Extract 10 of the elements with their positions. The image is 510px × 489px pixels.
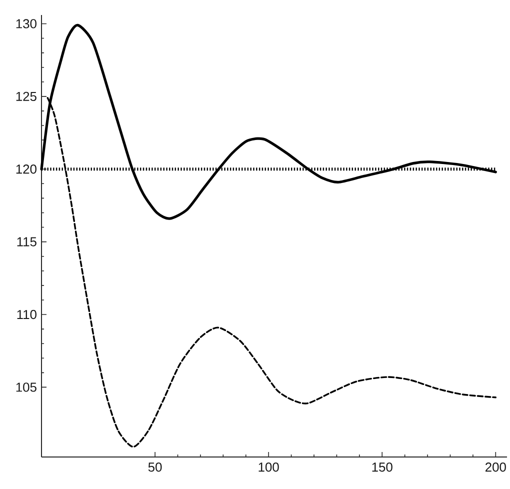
x-tick-label: 100: [258, 462, 279, 472]
y-tick-label: 125: [16, 92, 36, 101]
x-tick-label: 150: [372, 462, 392, 472]
y-tick-label: 105: [16, 382, 36, 392]
y-tick-label: 120: [16, 164, 36, 174]
y-tick-label: 110: [17, 310, 36, 320]
y-tick-label: 130: [16, 19, 36, 28]
x-tick-label: 200: [486, 462, 506, 472]
x-tick-label: 50: [148, 462, 162, 472]
y-tick-label: 115: [17, 237, 36, 246]
